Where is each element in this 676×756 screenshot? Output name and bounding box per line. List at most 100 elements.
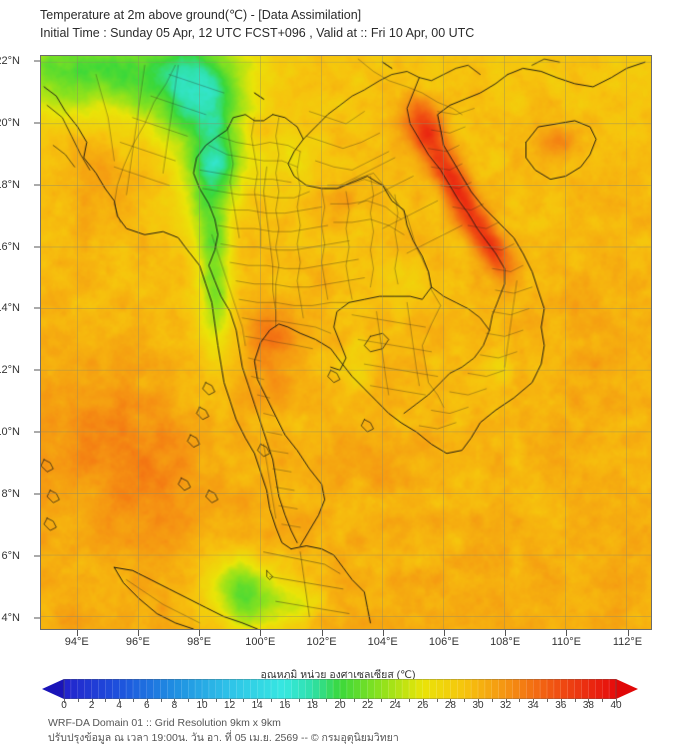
x-axis-tick-label: 108°E xyxy=(490,636,521,648)
y-axis-tick-label: 10°N xyxy=(0,426,20,439)
x-axis-tick-mark xyxy=(566,630,568,636)
colorbar xyxy=(42,679,638,699)
x-axis-tick-mark xyxy=(76,630,78,636)
x-axis-tick-mark xyxy=(505,630,507,636)
y-axis-tick-mark xyxy=(34,493,40,495)
colorbar-minor-tick-mark xyxy=(105,699,107,702)
colorbar-minor-tick-mark xyxy=(298,699,300,702)
colorbar-tick-mark xyxy=(478,699,479,703)
colorbar-tick-label: 40 xyxy=(610,700,622,711)
x-axis-tick-label: 94°E xyxy=(64,636,89,648)
y-axis-tick-mark xyxy=(34,184,40,186)
colorbar-tick-mark xyxy=(91,699,93,703)
x-axis-tick-mark xyxy=(260,630,262,636)
colorbar-minor-tick-mark xyxy=(271,699,272,702)
colorbar-tick-mark xyxy=(450,699,452,703)
colorbar-tick-mark xyxy=(422,699,424,703)
colorbar-tick-mark xyxy=(284,699,286,703)
y-axis-tick-label: 4°N xyxy=(1,611,20,624)
colorbar-tick-mark xyxy=(174,699,176,703)
colorbar-tick-label: 26 xyxy=(417,700,429,711)
x-axis-tick-label: 104°E xyxy=(367,636,398,648)
colorbar-tick-mark xyxy=(312,699,314,703)
y-axis-tick-label: 8°N xyxy=(1,487,20,500)
colorbar-tick-mark xyxy=(616,699,617,703)
colorbar-minor-tick-mark xyxy=(160,699,162,702)
colorbar-tick-mark xyxy=(505,699,507,703)
colorbar-minor-tick-mark xyxy=(409,699,410,702)
colorbar-minor-tick-mark xyxy=(519,699,521,702)
footer-line-1: WRF-DA Domain 01 :: Grid Resolution 9km … xyxy=(48,717,281,729)
colorbar-minor-tick-mark xyxy=(547,699,548,702)
colorbar-minor-tick-mark xyxy=(133,699,134,702)
colorbar-tick-mark xyxy=(229,699,231,703)
y-axis-tick-mark xyxy=(34,246,40,248)
colorbar-title: อุณหภูมิ หน่วย องศาเซลเซียส (℃) xyxy=(260,669,416,681)
x-axis-tick-label: 112°E xyxy=(612,636,643,648)
x-axis-tick-label: 106°E xyxy=(428,636,459,648)
colorbar-tick-mark xyxy=(119,699,121,703)
colorbar-tick-label: 28 xyxy=(444,700,456,711)
x-axis-tick-mark xyxy=(627,630,629,636)
title-line-2: Initial Time : Sunday 05 Apr, 12 UTC FCS… xyxy=(40,26,475,40)
y-axis-tick-label: 16°N xyxy=(0,240,20,253)
y-axis-tick-mark xyxy=(34,431,40,433)
colorbar-tick-label: 10 xyxy=(196,700,208,711)
colorbar-tick-label: 16 xyxy=(279,700,291,711)
x-axis-tick-label: 98°E xyxy=(187,636,212,648)
colorbar-minor-tick-mark xyxy=(243,699,245,702)
x-axis-tick-label: 100°E xyxy=(245,636,276,648)
y-axis-tick-label: 14°N xyxy=(0,302,20,315)
colorbar-tick-label: 4 xyxy=(116,700,122,711)
colorbar-tick-label: 12 xyxy=(224,700,236,711)
colorbar-minor-tick-mark xyxy=(353,699,355,702)
y-axis-tick-mark xyxy=(34,122,40,124)
y-axis-tick-label: 6°N xyxy=(1,549,20,562)
colorbar-tick-label: 18 xyxy=(306,700,318,711)
colorbar-tick-label: 24 xyxy=(389,700,401,711)
y-axis-tick-mark xyxy=(34,307,40,309)
colorbar-minor-tick-mark xyxy=(215,699,217,702)
figure-footer: WRF-DA Domain 01 :: Grid Resolution 9km … xyxy=(48,716,648,746)
colorbar-tick-label: 32 xyxy=(500,700,512,711)
y-axis-tick-mark xyxy=(34,617,40,619)
footer-line-2: ปรับปรุงข้อมูล ณ เวลา 19:00น. วัน อา. ที… xyxy=(48,732,399,744)
colorbar-tick-mark xyxy=(395,699,397,703)
colorbar-tick-label: 30 xyxy=(472,700,484,711)
colorbar-minor-tick-mark xyxy=(381,699,383,702)
colorbar-tick-label: 20 xyxy=(334,700,346,711)
y-axis-tick-label: 12°N xyxy=(0,364,20,377)
x-axis-tick-mark xyxy=(443,630,445,636)
colorbar-tick-label: 2 xyxy=(88,700,95,711)
colorbar-tick-mark xyxy=(533,699,535,703)
colorbar-gradient xyxy=(42,679,638,699)
colorbar-tick-label: 8 xyxy=(171,700,178,711)
colorbar-tick-label: 34 xyxy=(527,700,539,711)
x-axis-tick-mark xyxy=(199,630,201,636)
x-axis-tick-label: 102°E xyxy=(306,636,337,648)
figure-title-block: Temperature at 2m above ground(℃) - [Dat… xyxy=(40,6,660,42)
colorbar-tick-mark xyxy=(588,699,590,703)
colorbar-tick-label: 36 xyxy=(555,700,567,711)
y-axis-tick-label: 18°N xyxy=(0,178,20,191)
x-axis-tick-label: 96°E xyxy=(125,636,150,648)
temperature-field-canvas xyxy=(41,56,651,629)
x-axis-tick-mark xyxy=(382,630,384,636)
colorbar-minor-tick-mark xyxy=(602,699,604,702)
colorbar-minor-tick-mark xyxy=(436,699,438,702)
colorbar-minor-tick-mark xyxy=(188,699,190,702)
colorbar-tick-mark xyxy=(560,699,562,703)
colorbar-tick-mark xyxy=(64,699,65,703)
colorbar-tick-mark xyxy=(340,699,341,703)
colorbar-minor-tick-mark xyxy=(326,699,328,702)
map-plot-area xyxy=(40,55,652,630)
colorbar-tick-label: 38 xyxy=(582,700,594,711)
colorbar-tick-label: 14 xyxy=(251,700,263,711)
colorbar-tick-label: 6 xyxy=(144,700,150,711)
y-axis-tick-label: 22°N xyxy=(0,55,20,68)
y-axis-tick-mark xyxy=(34,60,40,62)
y-axis-tick-mark xyxy=(34,555,40,557)
colorbar-tick-mark xyxy=(146,699,148,703)
colorbar-tick-mark xyxy=(257,699,259,703)
